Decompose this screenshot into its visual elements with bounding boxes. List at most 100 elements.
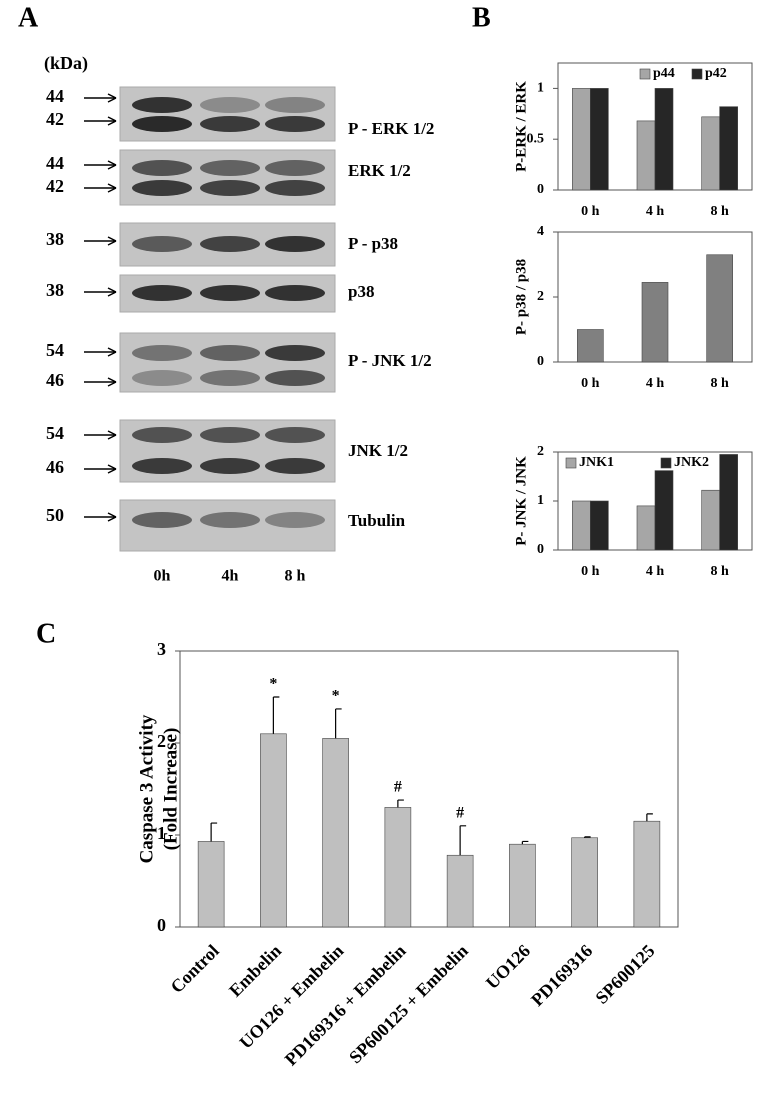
y-tick-label: 2 <box>537 289 544 304</box>
bar <box>571 837 598 928</box>
plot-frame <box>179 650 679 928</box>
x-tick-label: Embelin <box>225 941 285 1001</box>
bar <box>636 505 656 551</box>
arrow-head <box>107 160 117 170</box>
error-bar <box>584 836 591 838</box>
protein-label: ERK 1/2 <box>348 161 411 180</box>
arrow-head <box>107 236 117 246</box>
error-bar <box>646 813 653 822</box>
blot-band <box>132 370 192 386</box>
legend-label: p44 <box>653 66 675 81</box>
bar <box>701 489 720 551</box>
y-axis-label: P- JNK / JNK <box>513 456 529 546</box>
x-tick-label: 0 h <box>581 376 600 391</box>
marker-label: 54 <box>46 423 64 443</box>
bar <box>197 841 225 928</box>
y-axis-label: (Fold Increase) <box>160 728 181 851</box>
y-tick-label: 1 <box>537 493 544 508</box>
legend-swatch <box>691 68 703 80</box>
bar <box>590 88 609 191</box>
arrow-head <box>107 183 117 193</box>
marker-label: 50 <box>46 505 64 525</box>
bar <box>641 282 669 363</box>
blot-strip <box>119 149 336 206</box>
y-axis-label: P-ERK / ERK <box>513 81 529 172</box>
lane-label: 0h <box>154 568 171 585</box>
x-tick-label: PD169316 + Embelin <box>281 941 410 1070</box>
arrow-head <box>107 430 117 440</box>
error-bar <box>521 840 529 845</box>
blot-band <box>132 285 192 301</box>
blot-band <box>265 345 325 361</box>
y-tick-label: 4 <box>537 224 544 239</box>
x-tick-label: UO126 <box>482 941 534 993</box>
bar <box>719 454 738 551</box>
blot-strip <box>119 86 336 142</box>
error-bar <box>397 799 404 808</box>
unit-label: (kDa) <box>44 53 88 74</box>
protein-label: P - p38 <box>348 234 398 253</box>
x-tick-label: 4 h <box>646 564 665 579</box>
bar <box>322 738 349 928</box>
x-tick-label: SP600125 + Embelin <box>345 941 472 1068</box>
x-tick-label: 0 h <box>581 564 600 579</box>
panel-label: A <box>18 2 39 33</box>
blot-band <box>265 285 325 301</box>
x-tick-label: PD169316 <box>527 941 596 1010</box>
blot-band <box>132 236 192 252</box>
blot-band <box>265 512 325 528</box>
bar <box>654 88 674 191</box>
blot-band <box>132 345 192 361</box>
blot-band <box>132 180 192 196</box>
panel-label: C <box>36 618 56 649</box>
error-bar <box>272 696 280 734</box>
blot-band <box>200 180 260 196</box>
bar <box>706 254 733 363</box>
bar <box>719 106 738 191</box>
arrow-head <box>107 347 117 357</box>
protein-label: P - JNK 1/2 <box>348 351 432 370</box>
bar <box>446 854 474 928</box>
y-tick-label: 1 <box>537 81 544 96</box>
y-tick-label: 0 <box>537 354 544 369</box>
blot-band <box>200 285 260 301</box>
x-tick-label: 8 h <box>711 564 730 579</box>
protein-label: P - ERK 1/2 <box>348 119 434 138</box>
blot-band <box>200 345 260 361</box>
x-tick-label: UO126 + Embelin <box>235 941 347 1053</box>
protein-label: p38 <box>348 282 374 301</box>
bar <box>636 120 656 191</box>
y-tick-label: 2 <box>537 444 544 459</box>
marker-label: 44 <box>46 86 64 106</box>
y-tick-label: 3 <box>157 639 166 659</box>
error-bar <box>210 822 218 842</box>
blot-band <box>200 160 260 176</box>
y-tick-label: 0 <box>537 182 544 197</box>
x-tick-label: 0 h <box>581 204 600 219</box>
annotation: # <box>456 804 464 821</box>
error-bar <box>335 708 342 739</box>
x-tick-label: 8 h <box>711 204 730 219</box>
arrow-head <box>107 287 117 297</box>
blot-band <box>265 97 325 113</box>
legend-swatch <box>639 68 651 80</box>
blot-band <box>200 512 260 528</box>
bar <box>572 500 591 551</box>
bar <box>260 733 287 928</box>
blot-band <box>265 458 325 474</box>
bar <box>577 329 604 363</box>
arrow-head <box>107 512 117 522</box>
y-tick-label: 0 <box>157 915 166 935</box>
y-tick-label: 2 <box>157 731 166 751</box>
x-tick-label: SP600125 <box>591 941 658 1008</box>
legend-label: JNK2 <box>674 455 709 470</box>
bar <box>572 88 591 191</box>
blot-band <box>132 512 192 528</box>
annotation: * <box>269 676 277 693</box>
arrow-head <box>107 377 117 387</box>
y-axis-label: Caspase 3 Activity <box>136 714 157 863</box>
bar <box>701 116 720 191</box>
blot-band <box>265 116 325 132</box>
legend-swatch <box>660 457 672 469</box>
